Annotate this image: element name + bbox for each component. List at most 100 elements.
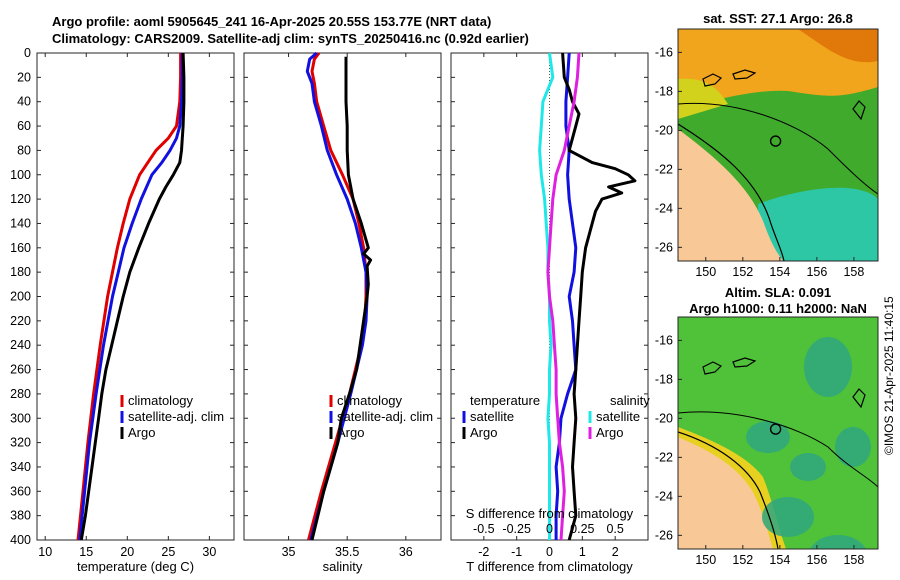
hot-water-region <box>798 29 878 63</box>
coastline <box>678 431 779 549</box>
sla_map-panel: 150 152 154 156 158 -16 -18 -20 -22 -24 -26 Altim. … <box>655 285 879 567</box>
y-tick-label: -16 <box>655 45 673 59</box>
x-tick-label: 30 <box>202 545 216 559</box>
legend-label: Argo <box>470 425 497 440</box>
reef-outline <box>732 69 757 80</box>
map-frame <box>677 28 879 262</box>
sla-map-title-line-2: Argo h1000: 0.11 h2000: NaN <box>689 301 867 316</box>
mid-water-region <box>678 78 728 119</box>
x-axis-label: temperature (deg C) <box>77 559 194 574</box>
map-content <box>678 317 878 549</box>
header-line-2: Climatology: CARS2009. Satellite-adj cli… <box>52 31 529 46</box>
y-tick-label: 220 <box>10 314 31 328</box>
y-tick-label: 300 <box>10 411 31 425</box>
x-tick-label: 20 <box>120 545 134 559</box>
x-axis-label: T difference from climatology <box>466 559 633 574</box>
y-tick-label: 80 <box>17 143 31 157</box>
y-tick-label: 200 <box>10 290 31 304</box>
salinity-panel: 35 35.5 36 salinity climatologysatellite-adj… <box>243 51 442 574</box>
x2-tick-label: 0.5 <box>606 522 623 536</box>
x-tick-label: -1 <box>511 545 522 559</box>
legend-title-temperature: temperature <box>470 393 540 408</box>
x2-tick-label: -0.5 <box>473 522 495 536</box>
series-line-temperature-argo <box>561 52 637 541</box>
low-sla-eddy <box>804 337 852 397</box>
land-mass <box>678 437 773 549</box>
x-tick-label: 150 <box>695 553 716 567</box>
x-tick-label: 156 <box>806 553 827 567</box>
y-tick-label: 160 <box>10 241 31 255</box>
reef-outline <box>702 73 723 87</box>
y-tick-label: 240 <box>10 338 31 352</box>
y-tick-label: 340 <box>10 460 31 474</box>
x-tick-label: 10 <box>38 545 52 559</box>
x-tick-label: 1 <box>579 545 586 559</box>
y-tick-label: -20 <box>655 411 673 425</box>
isobath <box>678 102 878 195</box>
x2-tick-label: 0 <box>546 522 553 536</box>
legend-label: satellite <box>596 409 640 424</box>
map-frame <box>677 316 879 550</box>
sst-map-title: sat. SST: 27.1 Argo: 26.8 <box>703 11 853 26</box>
x-tick-label: 158 <box>843 553 864 567</box>
series-line-satellite-adj-clim <box>78 53 184 541</box>
x-tick-label: 36 <box>399 545 413 559</box>
y-tick-label: -22 <box>655 162 673 176</box>
imos-timestamp: ©IMOS 21-Apr-2025 11:40:15 <box>882 296 896 455</box>
y-tick-label: 320 <box>10 436 31 450</box>
y-tick-label: 180 <box>10 265 31 279</box>
legend-label: Argo <box>337 425 364 440</box>
y-tick-label: -18 <box>655 84 673 98</box>
y-tick-label: 260 <box>10 363 31 377</box>
x-axis-label: salinity <box>323 559 363 574</box>
y-tick-label: 60 <box>17 119 31 133</box>
low-sla-eddy <box>746 421 790 453</box>
x-tick-label: -2 <box>478 545 489 559</box>
y-tick-label: 400 <box>10 533 31 547</box>
difference-panel: -2 -1 0 1 2T difference from climatology temp… <box>450 52 650 574</box>
y-tick-label: 0 <box>24 46 31 60</box>
reef-outline <box>732 357 757 368</box>
y-tick-label: -18 <box>655 372 673 386</box>
y-tick-label: -24 <box>655 489 673 503</box>
legend-label: satellite-adj. clim <box>128 409 224 424</box>
x-tick-label: 152 <box>732 265 753 279</box>
x-tick-label: 35 <box>282 545 296 559</box>
x-tick-label: 156 <box>806 265 827 279</box>
legend-label: satellite <box>470 409 514 424</box>
y-tick-label: 140 <box>10 216 31 230</box>
series-line-argo <box>79 52 186 541</box>
y-tick-label: -22 <box>655 450 673 464</box>
cool-water-region <box>758 187 878 261</box>
x-tick-label: 0 <box>546 545 553 559</box>
x-tick-label: 152 <box>732 553 753 567</box>
x-tick-label: 150 <box>695 265 716 279</box>
reef-outline <box>852 100 866 121</box>
reef-outline <box>702 361 723 375</box>
temperature-panel: 0 20 40 60 80 100 120 140 160 180 200 220 240 260 280 3… <box>10 46 235 574</box>
x-tick-label: 15 <box>79 545 93 559</box>
x-tick-label: 154 <box>769 553 790 567</box>
y-tick-label: -26 <box>655 528 673 542</box>
y-tick-label: 380 <box>10 509 31 523</box>
x-tick-label: 35.5 <box>335 545 359 559</box>
x2-tick-label: -0.25 <box>502 522 531 536</box>
low-sla-eddy <box>762 497 814 537</box>
y-tick-label: 120 <box>10 192 31 206</box>
low-sla-eddy <box>790 453 826 481</box>
y-tick-label: -16 <box>655 333 673 347</box>
legend-title-salinity: salinity <box>610 393 650 408</box>
x-tick-label: 2 <box>612 545 619 559</box>
low-sla-eddy <box>835 427 871 467</box>
legend-label: climatology <box>337 393 403 408</box>
legend-label: satellite-adj. clim <box>337 409 433 424</box>
x-tick-label: 154 <box>769 265 790 279</box>
salinity-axes-box <box>243 52 442 541</box>
map-content <box>678 29 878 261</box>
x-tick-label: 158 <box>843 265 864 279</box>
sst_map-panel: 150 152 154 156 158 -16 -18 -20 -22 -24 -26 sat. SS… <box>655 11 879 279</box>
series-line-climatology <box>76 53 183 541</box>
y-tick-label: 280 <box>10 387 31 401</box>
y-tick-label: -24 <box>655 201 673 215</box>
